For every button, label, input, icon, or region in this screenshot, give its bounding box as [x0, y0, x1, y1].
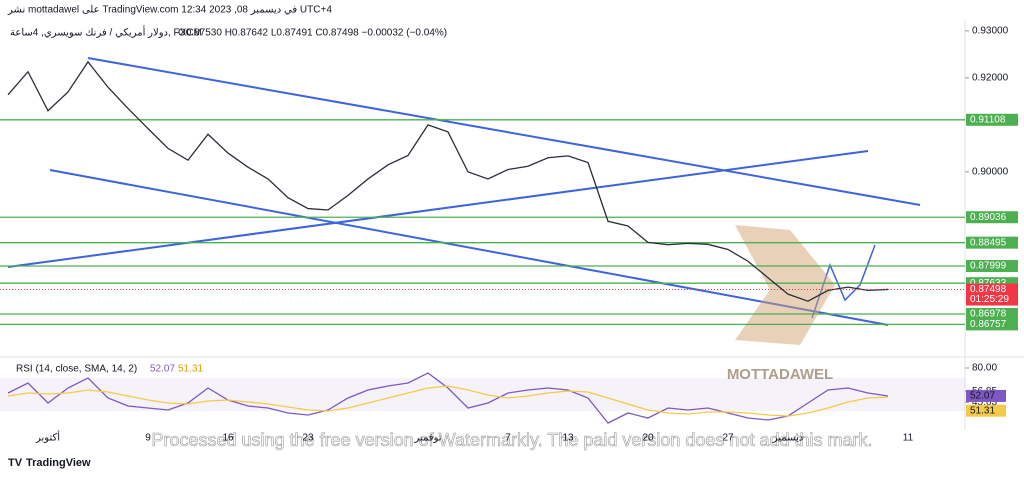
- rsi-title: RSI (14, close, SMA, 14, 2): [16, 364, 137, 375]
- sma-value: 51.31: [178, 364, 203, 375]
- rsi-value: 52.07: [150, 364, 175, 375]
- level-label-bg: [966, 308, 1018, 321]
- logo-watermark: [735, 225, 835, 345]
- x-tick-label: أكتوبر: [35, 431, 60, 444]
- level-label-bg: [966, 113, 1018, 126]
- x-tick-label: 7: [505, 433, 511, 444]
- x-tick-label: 13: [562, 433, 574, 444]
- level-label: 0.88495: [970, 237, 1007, 248]
- level-label: 0.86757: [970, 319, 1007, 330]
- watermark-notice: Processed using the free version of Wate…: [151, 430, 872, 450]
- x-tick-label: نوفمبر: [413, 433, 441, 444]
- x-tick-label: 16: [222, 433, 234, 444]
- x-tick-label: 9: [145, 433, 151, 444]
- rsi-label: 51.31: [970, 405, 995, 416]
- brand: TradingView: [26, 457, 91, 469]
- level-label: 0.89036: [970, 212, 1007, 223]
- x-tick-label: ديسمبر: [772, 433, 803, 444]
- publish-info: نشر mottadawel على TradingView.com 12:34…: [7, 5, 332, 16]
- x-tick-label: 27: [722, 433, 734, 444]
- x-tick-label: 20: [642, 433, 654, 444]
- brand-icon: TV: [8, 457, 23, 469]
- level-label-bg: [966, 318, 1018, 331]
- price-line: [7, 372, 889, 424]
- rsi-label-bg: [966, 389, 1006, 402]
- price-line: [7, 60, 889, 302]
- level-label: 0.91108: [970, 114, 1006, 125]
- y-tick-label: 0.93000: [972, 25, 1009, 36]
- level-label: 0.86978: [970, 309, 1007, 320]
- price-line: [7, 385, 889, 417]
- ohlc: O0.87530 H0.87642 L0.87491 C0.87498 −0.0…: [178, 28, 447, 39]
- y-tick-label: 80.00: [972, 363, 997, 374]
- y-tick-label: 45.63: [972, 397, 997, 408]
- countdown: 01:25:29: [970, 294, 1009, 305]
- y-tick-label: 0.92000: [972, 72, 1009, 83]
- last-price-bg: [966, 283, 1018, 306]
- x-tick-label: 11: [903, 433, 914, 444]
- y-tick-label: 0.90000: [972, 167, 1009, 178]
- level-label-bg: [966, 259, 1018, 272]
- level-label: 0.87999: [970, 261, 1007, 272]
- logo-text: MOTTADAWEL: [727, 366, 833, 383]
- rsi-label: 52.07: [970, 391, 995, 402]
- level-label: 0.87633: [970, 278, 1007, 289]
- level-label-bg: [966, 236, 1018, 249]
- rsi-label-bg: [966, 404, 1006, 417]
- level-label-bg: [966, 211, 1018, 224]
- symbol: دولار أمريكي / فرنك سويسري, 4ساعة, FXCM: [10, 26, 202, 39]
- x-tick-label: 23: [302, 433, 314, 444]
- last-price-label: 0.87498: [970, 284, 1007, 295]
